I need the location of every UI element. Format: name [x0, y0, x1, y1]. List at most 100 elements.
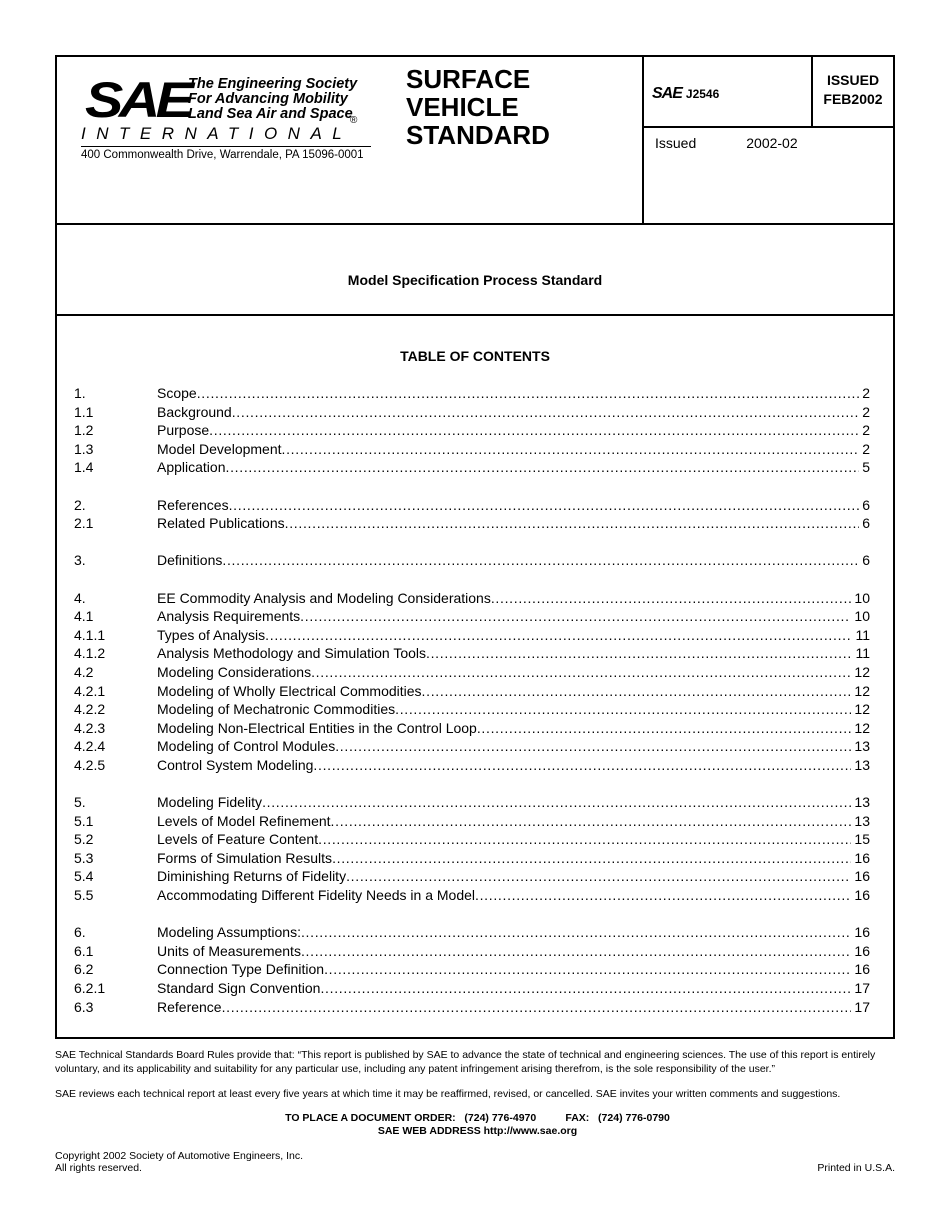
toc-page: 10	[854, 608, 870, 625]
toc-section-group: 3. Definitions 6	[74, 551, 870, 570]
toc-number: 5.4	[74, 868, 94, 885]
toc-title: Related Publications	[157, 515, 285, 532]
toc-entry[interactable]: 4.1.2 Analysis Methodology and Simulation…	[74, 644, 870, 663]
address: 400 Commonwealth Drive, Warrendale, PA 1…	[81, 149, 364, 161]
toc-entry[interactable]: 6.3 Reference 17	[74, 998, 870, 1017]
toc-title: Modeling Fidelity	[157, 794, 263, 811]
toc-entry[interactable]: 5.2 Levels of Feature Content 15	[74, 830, 870, 849]
toc-entry[interactable]: 5.1 Levels of Model Refinement 13	[74, 812, 870, 831]
toc-page: 17	[854, 998, 870, 1015]
toc-entry[interactable]: 1.3 Model Development 2	[74, 440, 870, 459]
toc-page: 13	[854, 738, 870, 755]
toc-entry[interactable]: 2. References 6	[74, 496, 870, 515]
toc-section-group: 4. EE Commodity Analysis and Modeling Con…	[74, 589, 870, 775]
toc-entry[interactable]: 4.1 Analysis Requirements 10	[74, 607, 870, 626]
toc-number: 4.1.1	[74, 626, 106, 643]
order-info: TO PLACE A DOCUMENT ORDER: (724) 776-497…	[285, 1112, 670, 1124]
toc-page: 13	[854, 794, 870, 811]
toc-entry[interactable]: 4.1.1 Types of Analysis 11	[74, 626, 870, 645]
toc-page: 6	[862, 552, 870, 569]
dot-leader	[232, 403, 859, 422]
toc-page: 5	[862, 459, 870, 476]
toc-title: Levels of Model Refinement	[157, 812, 331, 829]
toc-title: References	[157, 496, 229, 513]
toc-entry[interactable]: 6.2.1 Standard Sign Convention 17	[74, 979, 870, 998]
toc-number: 4.	[74, 589, 86, 606]
dot-leader	[282, 440, 860, 459]
toc-number: 4.2.2	[74, 701, 106, 718]
dot-leader	[318, 830, 851, 849]
divider	[642, 57, 644, 223]
toc-number: 6.1	[74, 942, 94, 959]
toc-page: 11	[855, 645, 870, 662]
toc-title: Accommodating Different Fidelity Needs i…	[157, 887, 476, 904]
doc-number-text: J2546	[685, 87, 720, 101]
rules-text: SAE Technical Standards Board Rules prov…	[55, 1049, 876, 1075]
toc-number: 1.2	[74, 422, 94, 439]
toc-entry[interactable]: 4.2.1 Modeling of Wholly Electrical Commo…	[74, 682, 870, 701]
toc-entry[interactable]: 6. Modeling Assumptions: 16	[74, 923, 870, 942]
toc-entry[interactable]: 1.4 Application 5	[74, 458, 870, 477]
toc-number: 2.1	[74, 515, 94, 532]
dot-leader	[346, 867, 851, 886]
dot-leader	[324, 960, 851, 979]
toc-entry[interactable]: 4. EE Commodity Analysis and Modeling Con…	[74, 589, 870, 608]
toc-entry[interactable]: 4.2.3 Modeling Non-Electrical Entities in…	[74, 719, 870, 738]
dot-leader	[226, 458, 860, 477]
copyright: Copyright 2002 Society of Automotive Eng…	[55, 1150, 304, 1162]
dot-leader	[311, 663, 851, 682]
doc-type-line: STANDARD	[406, 120, 550, 150]
toc-number: 4.1	[74, 608, 94, 625]
toc-page: 13	[854, 756, 870, 773]
toc-entry[interactable]: 5.4 Diminishing Returns of Fidelity 16	[74, 867, 870, 886]
dot-leader	[331, 812, 852, 831]
toc-title: Diminishing Returns of Fidelity	[157, 868, 347, 885]
dot-leader	[335, 737, 851, 756]
toc-entry[interactable]: 3. Definitions 6	[74, 551, 870, 570]
dot-leader	[422, 682, 852, 701]
toc-page: 12	[854, 719, 870, 736]
web-address: SAE WEB ADDRESS http://www.sae.org	[377, 1125, 578, 1137]
toc-entry[interactable]: 5.3 Forms of Simulation Results 16	[74, 849, 870, 868]
tagline: The Engineering Society For Advancing Mo…	[188, 77, 357, 122]
divider	[644, 126, 893, 128]
toc-entry[interactable]: 6.2 Connection Type Definition 16	[74, 960, 870, 979]
toc-entry[interactable]: 5.5 Accommodating Different Fidelity Need…	[74, 886, 870, 905]
toc-page: 16	[854, 849, 870, 866]
dot-leader	[320, 979, 851, 998]
toc-title: EE Commodity Analysis and Modeling Consi…	[157, 589, 491, 606]
doc-type-line: SURFACE	[406, 64, 531, 94]
toc-title: Reference	[157, 998, 222, 1015]
toc-entry[interactable]: 2.1 Related Publications 6	[74, 514, 870, 533]
toc-title: Levels of Feature Content	[157, 831, 319, 848]
toc-entry[interactable]: 4.2.2 Modeling of Mechatronic Commodities…	[74, 700, 870, 719]
toc-entry[interactable]: 5. Modeling Fidelity 13	[74, 793, 870, 812]
toc-title: Types of Analysis	[157, 626, 266, 643]
status-line: FEB2002	[823, 91, 883, 107]
toc-number: 6.	[74, 924, 86, 941]
divider	[811, 57, 813, 127]
toc-entry[interactable]: 1.2 Purpose 2	[74, 421, 870, 440]
toc-number: 1.	[74, 385, 86, 401]
toc-entry[interactable]: 6.1 Units of Measurements 16	[74, 942, 870, 961]
dot-leader	[262, 793, 851, 812]
toc-title: Forms of Simulation Results	[157, 849, 333, 866]
toc-entry[interactable]: 4.2.5 Control System Modeling 13	[74, 756, 870, 775]
toc-entry[interactable]: 1.1 Background 2	[74, 403, 870, 422]
toc-entry[interactable]: 4.2.4 Modeling of Control Modules 13	[74, 737, 870, 756]
toc-title: Purpose	[157, 422, 210, 439]
toc-entry[interactable]: 1. Scope 2	[74, 384, 870, 403]
toc-title: Analysis Requirements	[157, 608, 301, 625]
title-block: Model Specification Process Standard	[57, 223, 893, 316]
toc-title: Modeling of Control Modules	[157, 738, 336, 755]
toc-page: 2	[862, 403, 870, 420]
toc-title: Modeling of Mechatronic Commodities	[157, 701, 396, 718]
toc-page: 10	[854, 589, 870, 606]
toc-title: Connection Type Definition	[157, 961, 325, 978]
toc-number: 5.3	[74, 849, 94, 866]
toc-title: Modeling of Wholly Electrical Commoditie…	[157, 682, 422, 699]
document-title: Model Specification Process Standard	[347, 272, 603, 288]
toc-entry[interactable]: 4.2 Modeling Considerations 12	[74, 663, 870, 682]
toc-title: Control System Modeling	[157, 756, 314, 773]
toc-list: 1. Scope 2 1.1 Background 2 1.2 Purpose 2 1.3 Mode…	[74, 384, 870, 1035]
